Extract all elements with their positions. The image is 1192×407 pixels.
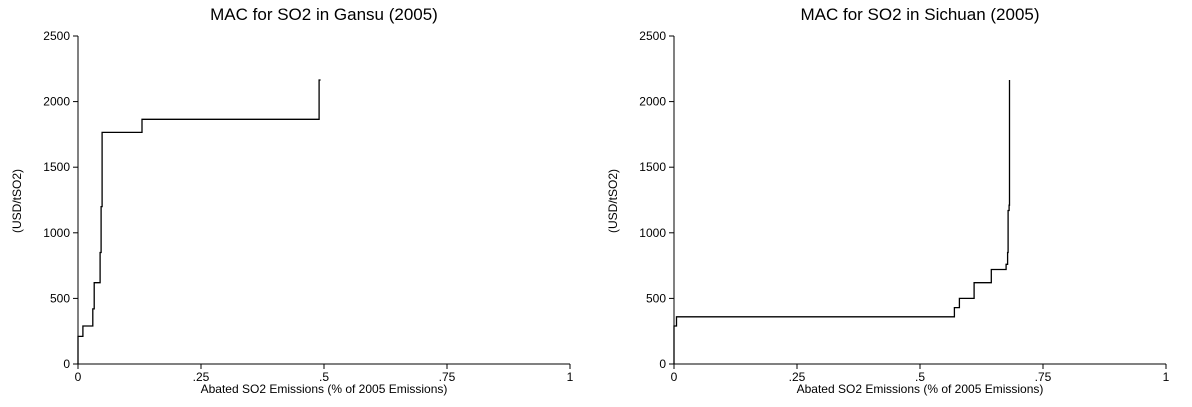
y-tick-label: 1000 bbox=[639, 226, 666, 240]
chart-panel-sichuan: MAC for SO2 in Sichuan (2005) (USD/tSO2)… bbox=[596, 0, 1192, 407]
x-tick-label: .5 bbox=[319, 370, 329, 384]
chart-title: MAC for SO2 in Gansu (2005) bbox=[210, 5, 438, 24]
y-tick-label: 2500 bbox=[639, 29, 666, 43]
plot-area: 0 500 1000 1500 2000 2500 0 .25 .5 .75 1 bbox=[43, 29, 574, 384]
mac-step-line bbox=[673, 80, 1011, 364]
chart-title: MAC for SO2 in Sichuan (2005) bbox=[800, 5, 1040, 24]
x-tick-label: 0 bbox=[671, 370, 678, 384]
y-tick-label: 500 bbox=[646, 291, 666, 305]
x-tick-label: .75 bbox=[439, 370, 456, 384]
x-tick-label: .25 bbox=[193, 370, 210, 384]
chart-panel-gansu: MAC for SO2 in Gansu (2005) (USD/tSO2) A… bbox=[10, 5, 574, 396]
y-tick-label: 1500 bbox=[639, 160, 666, 174]
x-tick-label: 0 bbox=[75, 370, 82, 384]
mac-step-line bbox=[77, 79, 321, 364]
x-tick-label: 1 bbox=[1163, 370, 1170, 384]
y-tick-label: 0 bbox=[659, 357, 666, 371]
x-axis-label: Abated SO2 Emissions (% of 2005 Emission… bbox=[796, 382, 1044, 396]
plot-area: 0 500 1000 1500 2000 2500 0 .25 .5 .75 1 bbox=[639, 29, 1170, 384]
y-tick-label: 2000 bbox=[639, 95, 666, 109]
y-tick-label: 500 bbox=[50, 291, 70, 305]
y-tick-label: 1000 bbox=[43, 226, 70, 240]
y-tick-label: 2500 bbox=[43, 29, 70, 43]
x-tick-label: .5 bbox=[915, 370, 925, 384]
y-tick-label: 0 bbox=[63, 357, 70, 371]
x-tick-label: .25 bbox=[789, 370, 806, 384]
x-axis-label: Abated SO2 Emissions (% of 2005 Emission… bbox=[200, 382, 448, 396]
y-tick-label: 1500 bbox=[43, 160, 70, 174]
y-tick-label: 2000 bbox=[43, 95, 70, 109]
x-tick-label: .75 bbox=[1035, 370, 1052, 384]
x-tick-label: 1 bbox=[567, 370, 574, 384]
